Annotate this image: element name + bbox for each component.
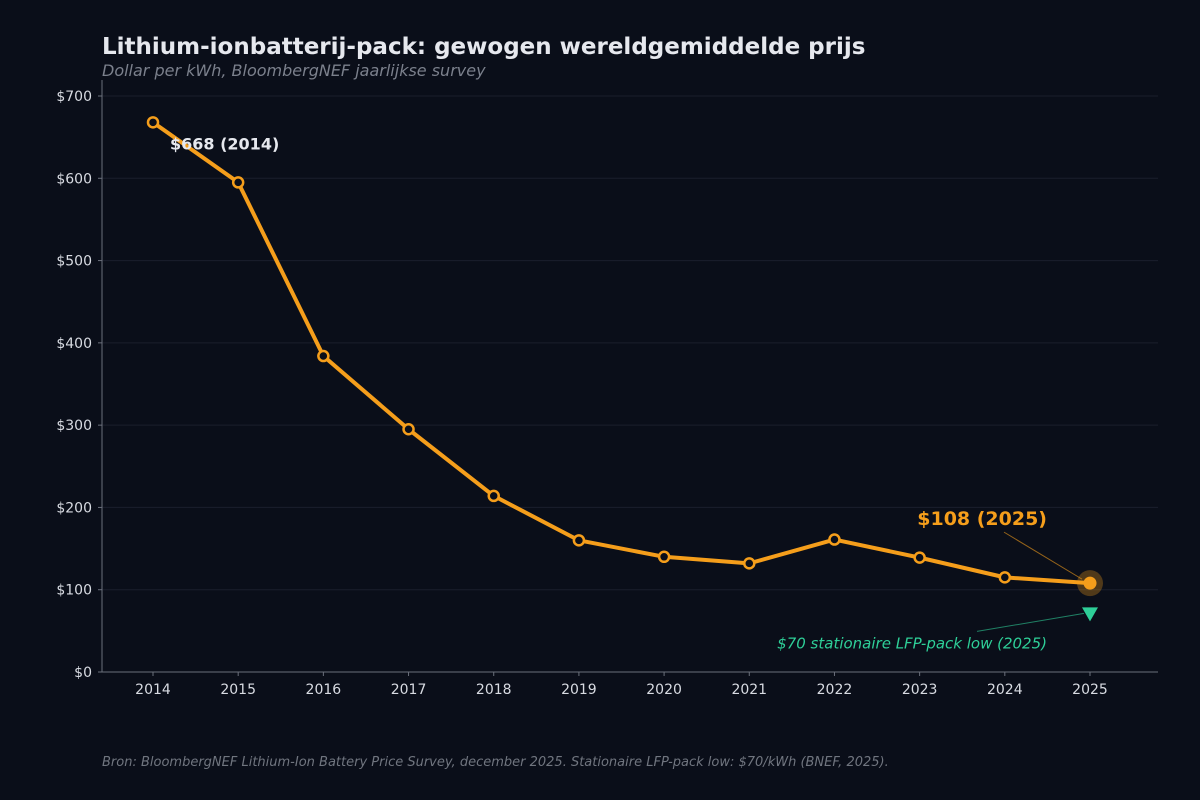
lfp-annotation-leader: [976, 612, 1085, 632]
data-point-2017: [402, 423, 415, 436]
data-point-2015: [231, 176, 245, 189]
data-point-2018: [487, 489, 500, 503]
chart-subtitle: Dollar per kWh, BloombergNEF jaarlijkse …: [102, 61, 486, 80]
y-tick-label: $700: [56, 89, 92, 105]
data-point-2020: [657, 550, 671, 564]
x-tick-label: 2020: [646, 682, 682, 698]
source-note: Bron: BloombergNEF Lithium-Ion Battery P…: [102, 755, 889, 770]
y-tick-label: $0: [74, 665, 92, 681]
x-tick-label: 2023: [902, 682, 938, 698]
y-tick-label: $200: [56, 500, 92, 516]
data-point-2014: [146, 116, 160, 129]
x-tick-label: 2019: [561, 682, 597, 698]
series-line: [151, 120, 1092, 586]
x-tick-label: 2016: [306, 682, 342, 698]
lfp-triangle-marker: [1082, 607, 1098, 622]
y-tick-label: $400: [56, 336, 92, 352]
x-tick-label: 2022: [817, 682, 853, 698]
data-point-2021: [743, 557, 756, 570]
data-point-2025: [1083, 576, 1097, 590]
x-tick-label: 2018: [476, 682, 512, 698]
y-tick-label: $300: [56, 418, 92, 434]
end-annotation: $108 (2025): [917, 508, 1047, 530]
x-tick-label: 2014: [135, 682, 171, 698]
y-tick-label: $500: [56, 254, 92, 270]
end-annotation-leader: [1003, 531, 1083, 580]
y-tick-label: $100: [56, 583, 92, 599]
data-point-2016: [317, 349, 330, 363]
data-point-2019: [572, 534, 586, 547]
x-tick-label: 2017: [391, 682, 427, 698]
y-tick-label: $600: [56, 171, 92, 187]
x-tick-label: 2024: [987, 682, 1023, 698]
x-tick-label: 2025: [1072, 682, 1108, 698]
data-point-2022: [828, 533, 841, 546]
start-annotation: $668 (2014): [170, 134, 279, 153]
data-point-2023: [913, 551, 926, 564]
data-point-2024: [998, 571, 1012, 584]
chart-title: Lithium-ionbatterij-pack: gewogen wereld…: [102, 34, 866, 60]
x-tick-label: 2015: [220, 682, 256, 698]
lfp-annotation: $70 stationaire LFP-pack low (2025): [777, 634, 1047, 652]
x-tick-label: 2021: [731, 682, 767, 698]
